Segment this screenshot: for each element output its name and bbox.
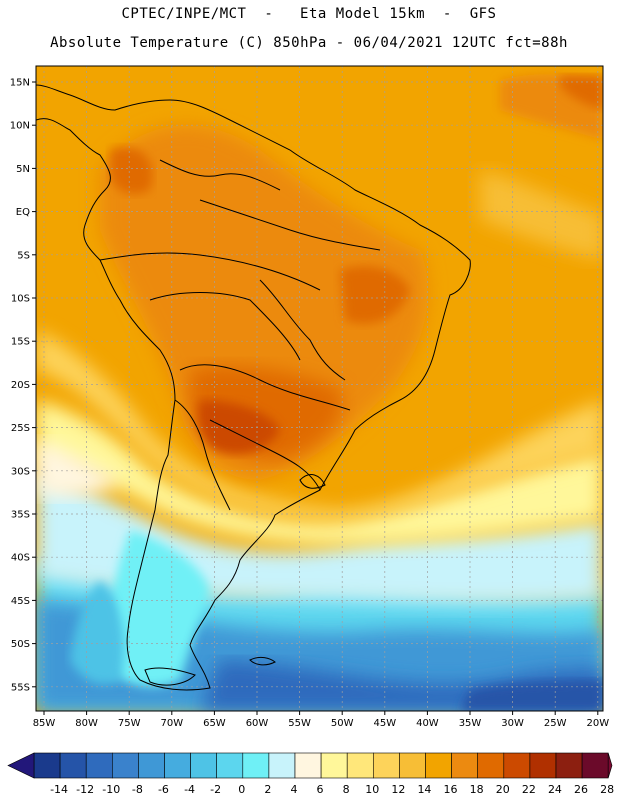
colorbar-label: 4 [290, 783, 297, 796]
latitude-labels: 15N 10N 5N EQ 5S 10S 15S 20S 25S 30S 35S 40S 45S 50S 5… [10, 78, 36, 693]
temperature-field [36, 66, 603, 711]
colorbar-label: 14 [417, 783, 431, 796]
colorbar-label: 16 [444, 783, 458, 796]
lon-tick-label: 35W [459, 718, 482, 729]
lat-tick-label: 10S [11, 294, 30, 305]
colorbar-swatch [59, 752, 87, 779]
chart-title-line-1: CPTEC/INPE/MCT - Eta Model 15km - GFS [121, 6, 497, 22]
colorbar-swatch [33, 752, 61, 779]
colorbar-label: -8 [132, 783, 143, 796]
lat-tick-label: 55S [11, 682, 30, 693]
lat-tick-label: EQ [16, 207, 30, 218]
colorbar-swatch [425, 752, 452, 779]
lat-tick-label: 45S [11, 596, 30, 607]
lat-tick-label: 40S [11, 553, 30, 564]
colorbar-swatch [164, 752, 191, 779]
lon-tick-label: 20W [586, 718, 609, 729]
colorbar-label: 0 [238, 783, 245, 796]
lon-tick-label: 40W [416, 718, 439, 729]
colorbar: -14 -12 -10 -8 -6 -4 -2 0 2 4 6 8 10 12 14 16 18 20 22 24 26… [7, 752, 614, 796]
colorbar-swatch [346, 752, 374, 779]
colorbar-swatch [190, 752, 218, 779]
colorbar-label: 24 [548, 783, 562, 796]
colorbar-label: -2 [210, 783, 221, 796]
lon-tick-label: 75W [118, 718, 141, 729]
lat-tick-label: 5N [16, 164, 30, 175]
colorbar-label: -6 [158, 783, 169, 796]
lon-tick-label: 45W [373, 718, 396, 729]
colorbar-swatch [529, 752, 557, 779]
lat-tick-label: 20S [11, 380, 30, 391]
colorbar-swatch [85, 752, 113, 779]
chart-title-line-2: Absolute Temperature (C) 850hPa - 06/04/… [50, 35, 568, 51]
colorbar-label: 6 [317, 783, 324, 796]
colorbar-label: 18 [470, 783, 484, 796]
colorbar-label: -12 [76, 783, 94, 796]
lat-tick-label: 15S [11, 337, 30, 348]
colorbar-label: 20 [496, 783, 510, 796]
lon-tick-label: 25W [544, 718, 567, 729]
colorbar-swatch [451, 752, 479, 779]
colorbar-swatch [242, 752, 270, 779]
colorbar-swatch [503, 752, 531, 779]
lon-tick-label: 80W [75, 718, 98, 729]
colorbar-label: -14 [50, 783, 68, 796]
colorbar-label: 26 [574, 783, 588, 796]
lat-tick-label: 15N [10, 78, 30, 89]
colorbar-swatch [138, 752, 165, 779]
longitude-labels: 85W 80W 75W 70W 65W 60W 55W 50W 45W 40W 35W 30W 25W 2… [33, 711, 609, 729]
colorbar-label: 12 [391, 783, 405, 796]
lat-tick-label: 35S [11, 510, 30, 521]
colorbar-swatch [268, 752, 296, 779]
lon-tick-label: 85W [33, 718, 56, 729]
lon-tick-label: 30W [501, 718, 524, 729]
lat-tick-label: 50S [11, 639, 30, 650]
colorbar-label: -4 [184, 783, 195, 796]
colorbar-label: 8 [343, 783, 350, 796]
colorbar-label: 28 [600, 783, 614, 796]
colorbar-over-arrow [607, 752, 613, 779]
colorbar-swatch [477, 752, 505, 779]
colorbar-label: 2 [264, 783, 271, 796]
colorbar-swatch [216, 752, 244, 779]
colorbar-swatch [320, 752, 348, 779]
lat-tick-label: 5S [17, 250, 30, 261]
colorbar-swatch [581, 752, 609, 779]
lat-tick-label: 25S [11, 423, 30, 434]
colorbar-swatch [372, 752, 400, 779]
colorbar-label: 22 [522, 783, 536, 796]
colorbar-swatch [112, 752, 139, 779]
lon-tick-label: 65W [203, 718, 226, 729]
lon-tick-label: 55W [288, 718, 311, 729]
lon-tick-label: 50W [331, 718, 354, 729]
colorbar-swatch [555, 752, 583, 779]
coastlines-and-borders [36, 84, 471, 691]
colorbar-label: -10 [102, 783, 120, 796]
colorbar-label: 10 [365, 783, 379, 796]
colorbar-swatch [294, 752, 322, 779]
lon-tick-label: 60W [246, 718, 269, 729]
colorbar-swatch [399, 752, 426, 779]
plot-frame [35, 65, 604, 712]
lat-tick-label: 10N [10, 121, 30, 132]
colorbar-under-arrow [7, 752, 35, 779]
lat-tick-label: 30S [11, 466, 30, 477]
lon-tick-label: 70W [160, 718, 183, 729]
